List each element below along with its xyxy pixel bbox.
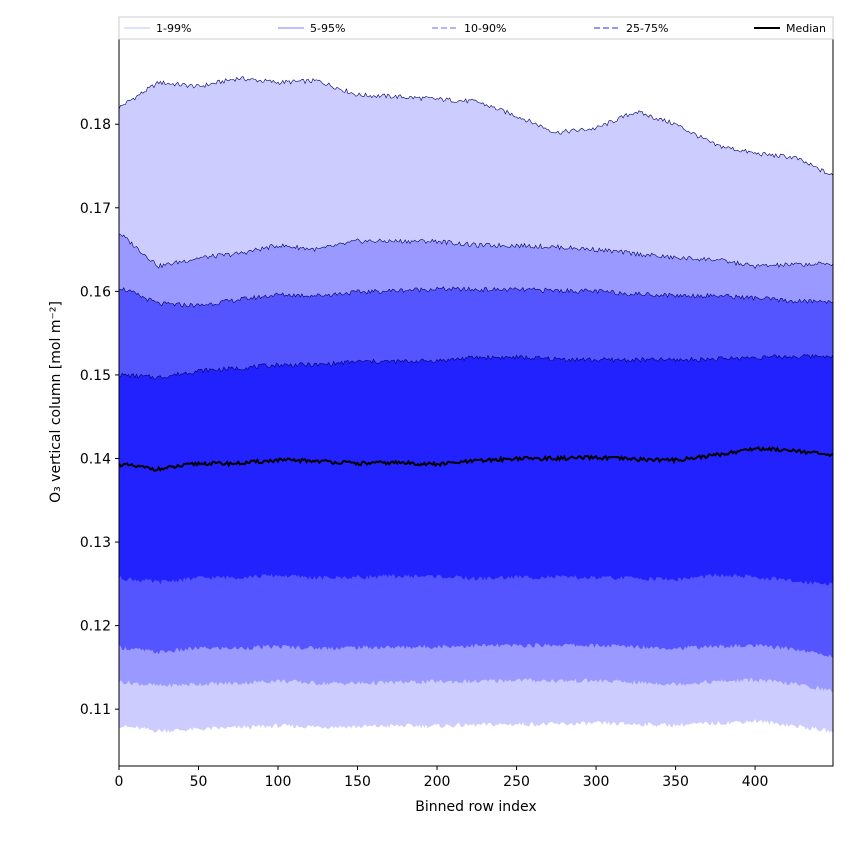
x-tick-label: 300 [583, 774, 610, 790]
percentile-bands [119, 76, 833, 734]
x-tick-label: 200 [424, 774, 451, 790]
legend-label-5-95: 5-95% [310, 22, 345, 35]
median-line [119, 446, 833, 472]
legend-label-10-90: 10-90% [464, 22, 506, 35]
band-5-95-upper-edge [119, 233, 833, 270]
median-layer [119, 446, 833, 472]
legend-label-Median: Median [786, 22, 826, 35]
y-axis-title: O₃ vertical column [mol m⁻²] [48, 301, 64, 503]
y-tick-label: 0.17 [80, 201, 111, 217]
y-tick-label: 0.11 [80, 702, 111, 718]
legend-label-1-99: 1-99% [156, 22, 191, 35]
x-tick-label: 150 [344, 774, 371, 790]
band-25-75-upper-edge [119, 353, 833, 380]
x-tick-label: 50 [190, 774, 208, 790]
x-tick-label: 250 [503, 774, 530, 790]
y-tick-label: 0.16 [80, 284, 111, 300]
x-axis-title: Binned row index [415, 799, 536, 815]
y-tick-label: 0.12 [80, 619, 111, 635]
y-tick-label: 0.14 [80, 451, 111, 467]
legend-label-25-75: 25-75% [626, 22, 668, 35]
x-tick-label: 350 [662, 774, 689, 790]
y-axis: 0.11 0.12 0.13 0.14 0.15 0.16 0.17 0.18 [80, 117, 119, 718]
x-axis: 0 50 100 150 200 250 300 350 400 [115, 766, 769, 790]
y-tick-label: 0.18 [80, 117, 111, 133]
band-1-99-upper-edge [119, 76, 833, 176]
band-10-90-upper-edge [119, 286, 833, 308]
x-tick-label: 400 [742, 774, 769, 790]
x-tick-label: 0 [115, 774, 124, 790]
y-tick-label: 0.15 [80, 368, 111, 384]
x-tick-label: 100 [265, 774, 292, 790]
y-tick-label: 0.13 [80, 535, 111, 551]
band-25-75-area [119, 354, 833, 586]
legend: 1-99% 5-95% 10-90% 25-75% Median [118, 16, 834, 40]
legend-box [118, 16, 834, 40]
